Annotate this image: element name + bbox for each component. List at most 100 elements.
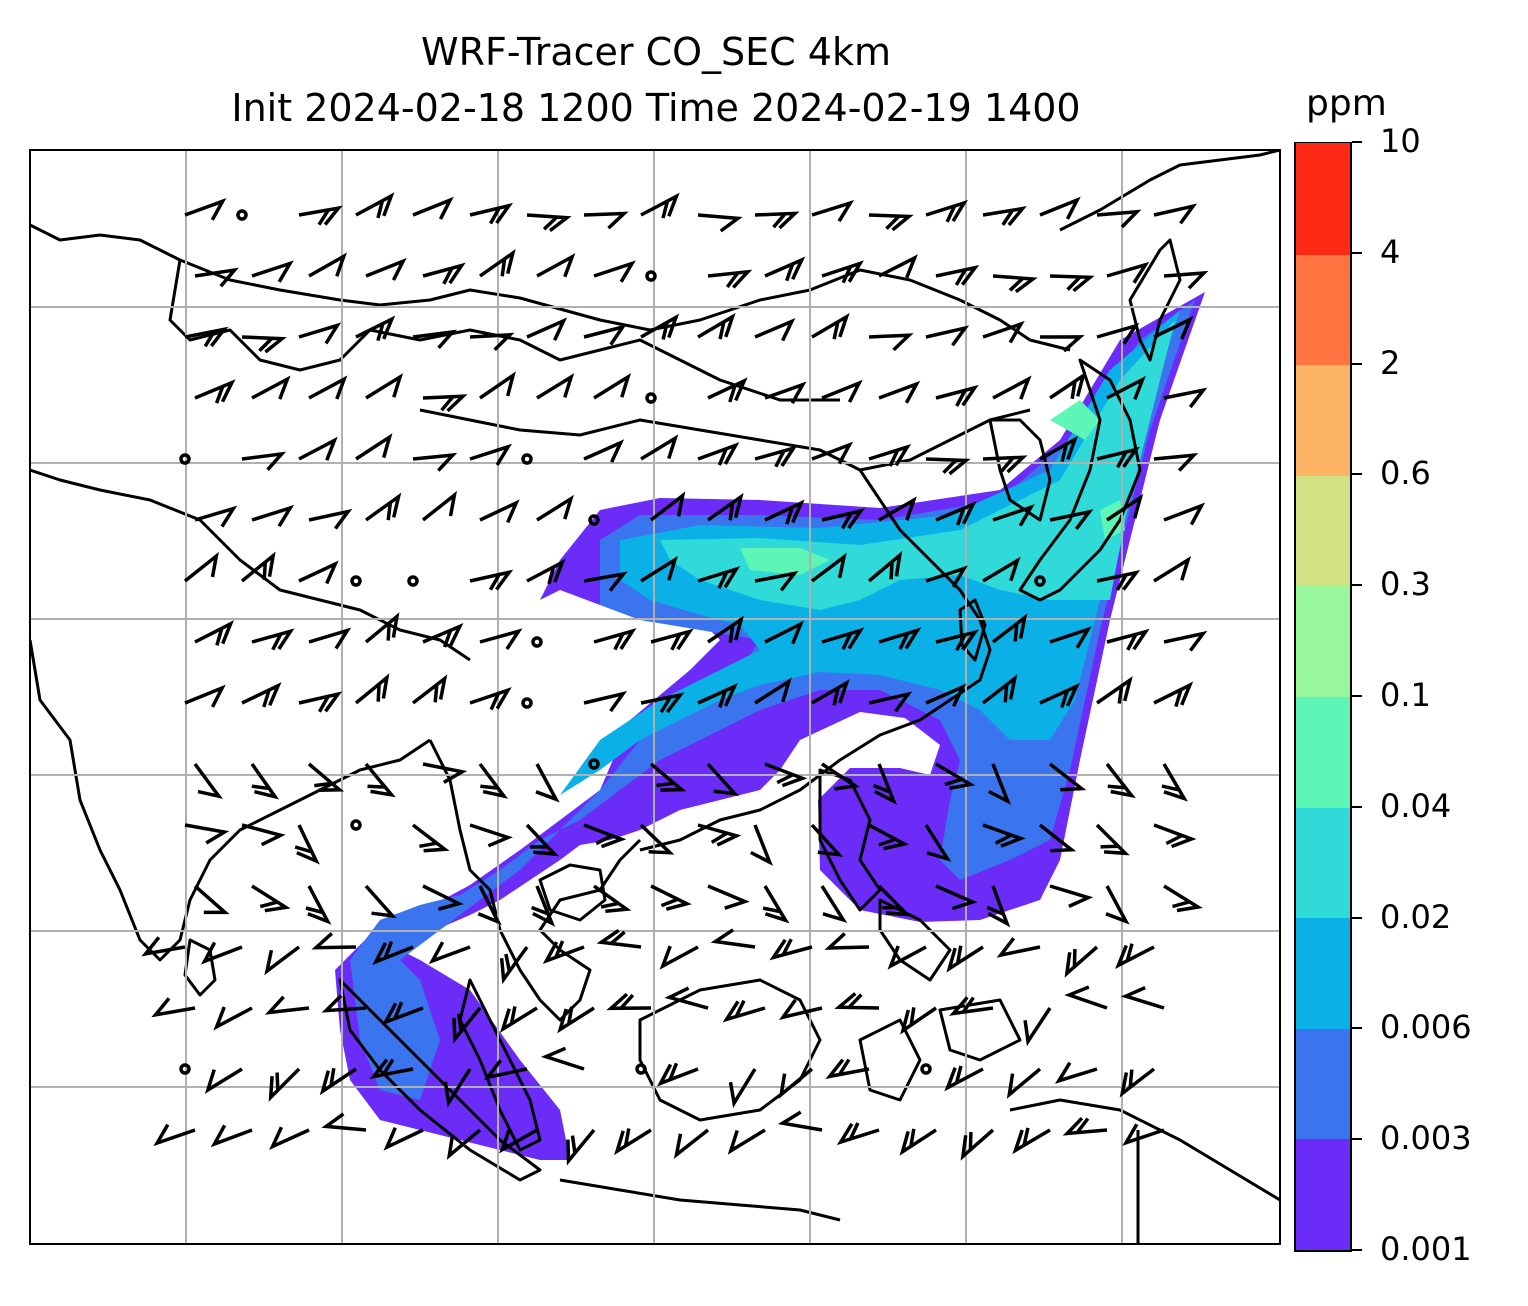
wind-barb — [836, 1122, 880, 1146]
wind-barb — [193, 762, 223, 799]
wind-barb — [650, 628, 694, 651]
wind-barb — [308, 375, 348, 400]
wind-barb — [305, 885, 332, 925]
wind-barb — [707, 615, 744, 644]
wind-barb — [1039, 196, 1081, 220]
colorbar-tick-label: 10 — [1380, 122, 1421, 160]
wind-barb — [706, 492, 744, 522]
map-frame — [29, 149, 1281, 1245]
colorbar-tick — [1352, 805, 1362, 808]
wind-barb — [479, 628, 523, 651]
wind-barb — [596, 928, 642, 949]
wind-barb — [1153, 681, 1194, 708]
wind-barb — [935, 762, 976, 791]
colorbar-tick-label: 0.6 — [1380, 454, 1431, 493]
wind-barb — [307, 762, 345, 792]
wind-barb — [606, 992, 652, 1011]
calm-wind-marker — [521, 453, 533, 465]
wind-barb — [583, 324, 627, 346]
wind-barb — [727, 1128, 766, 1155]
wind-barb — [834, 992, 880, 1010]
wind-barb — [422, 262, 466, 285]
wind-barb — [1096, 676, 1133, 705]
colorbar-tick-label: 0.3 — [1380, 565, 1431, 604]
wind-barb — [811, 200, 855, 223]
wind-barb — [1163, 502, 1206, 526]
wind-barb — [364, 492, 402, 522]
wind-barb — [469, 443, 513, 466]
wind-barb — [935, 384, 979, 407]
wind-barb — [868, 444, 912, 467]
wind-barb — [659, 945, 699, 970]
wind-barb — [364, 762, 396, 798]
colorbar-tick — [1352, 584, 1362, 587]
wind-barb — [308, 252, 347, 278]
wind-barb — [308, 508, 353, 530]
wind-barb — [240, 551, 276, 583]
wind-barb — [298, 205, 343, 226]
wind-barb — [778, 1067, 814, 1099]
calm-wind-marker — [179, 1063, 191, 1075]
wind-barb — [321, 1112, 367, 1132]
wind-barb — [469, 332, 515, 351]
colorbar-segment — [1296, 917, 1350, 1029]
wind-barb — [754, 211, 800, 230]
wind-barb — [311, 932, 357, 950]
colorbar-tick-label: 0.003 — [1380, 1119, 1472, 1158]
calm-wind-marker — [350, 575, 362, 587]
wind-barb — [298, 436, 338, 461]
colorbar-tick — [1352, 362, 1362, 365]
wind-barb — [877, 884, 912, 917]
wind-barb — [982, 320, 1025, 344]
colorbar-segment — [1296, 1138, 1350, 1250]
colorbar-tick-label: 4 — [1380, 232, 1401, 271]
wind-barb — [298, 691, 343, 713]
wind-barb — [294, 824, 320, 865]
colorbar-unit: ppm — [1306, 83, 1387, 124]
wind-barb — [1106, 628, 1150, 651]
wind-barb — [477, 885, 502, 926]
wind-barb — [868, 213, 914, 232]
wind-barb — [935, 501, 977, 526]
colorbar-tick — [1352, 473, 1362, 476]
wind-barb — [988, 763, 1012, 805]
wind-barb — [867, 550, 903, 583]
wind-barb — [1039, 682, 1080, 708]
wind-barb — [810, 552, 847, 583]
wind-barb — [868, 333, 914, 352]
wind-barb — [1119, 1067, 1156, 1098]
colorbar — [1294, 142, 1352, 1252]
wind-barb — [697, 566, 741, 589]
wind-barb — [1120, 986, 1165, 1010]
colorbar-segment — [1296, 253, 1350, 366]
wind-barb — [1064, 945, 1099, 978]
wind-barb — [298, 322, 342, 345]
wind-barb — [1095, 823, 1130, 856]
colorbar-tick — [1352, 695, 1362, 697]
wind-barb — [422, 762, 468, 784]
wind-barb — [151, 997, 196, 1018]
wind-barb — [925, 565, 968, 588]
wind-barb — [540, 1046, 585, 1071]
wind-barb — [868, 691, 913, 713]
wind-barb — [697, 312, 736, 340]
wind-barb — [960, 1128, 995, 1161]
wind-barb — [821, 508, 866, 530]
wind-barb — [754, 445, 798, 468]
colorbar-segment — [1296, 143, 1350, 255]
wind-barb — [365, 373, 404, 400]
wind-barb — [583, 439, 625, 463]
wind-barb — [769, 938, 813, 961]
wind-barb — [764, 762, 808, 788]
wind-barb — [754, 677, 792, 705]
wind-barb — [650, 884, 692, 911]
wind-barb — [479, 371, 516, 400]
wind-barb — [251, 628, 295, 651]
wind-barb — [982, 823, 1026, 848]
wind-barb — [525, 823, 559, 857]
wind-barb — [811, 679, 850, 706]
wind-barb — [878, 627, 922, 650]
co-plume — [335, 292, 1205, 1160]
wind-barb — [381, 1001, 424, 1026]
wind-barb — [478, 248, 516, 278]
